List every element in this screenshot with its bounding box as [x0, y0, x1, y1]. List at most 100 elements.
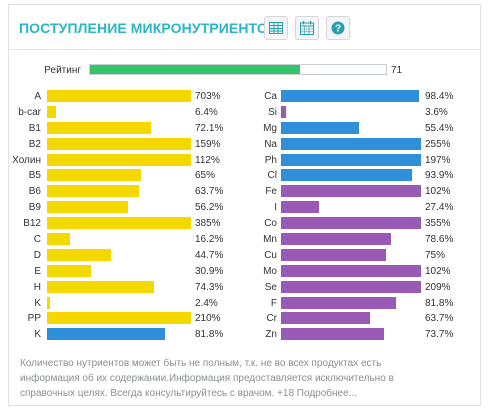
left-bar-track: [47, 328, 191, 341]
left-bar-track: [47, 217, 191, 230]
right-value: 255%: [425, 138, 451, 150]
right-bar-track: [281, 169, 421, 182]
help-button[interactable]: ?: [326, 16, 350, 40]
left-label: E: [34, 265, 41, 277]
right-bar: [281, 185, 421, 198]
right-bar: [281, 280, 421, 293]
rating-bar: [89, 64, 387, 75]
left-value: 65%: [195, 170, 216, 182]
right-bar-track: [281, 328, 421, 341]
calendar-icon: [300, 21, 314, 35]
left-value: 30.9%: [195, 265, 224, 277]
left-value: 6.4%: [195, 106, 218, 118]
left-bar: [47, 185, 139, 198]
rating-label: Рейтинг: [44, 65, 81, 76]
left-value: 44.7%: [195, 249, 224, 261]
left-bar: [47, 201, 128, 214]
micronutrient-panel: ПОСТУПЛЕНИЕ МИКРОНУТРИЕНТОВ: [8, 4, 481, 406]
right-label: I: [274, 202, 277, 214]
right-value: 63.7%: [425, 313, 454, 325]
right-bar: [281, 233, 392, 246]
panel-header: ПОСТУПЛЕНИЕ МИКРОНУТРИЕНТОВ: [9, 5, 480, 50]
left-bar-track: [47, 185, 191, 198]
left-bar-track: [47, 248, 191, 261]
left-bar-track: [47, 121, 191, 134]
left-bar-track: [47, 233, 191, 246]
right-label: Mg: [263, 122, 277, 134]
left-value: 16.2%: [195, 234, 224, 246]
right-value: 102%: [425, 186, 451, 198]
left-label: K: [34, 329, 41, 341]
disclaimer-text: Количество нутриентов может быть не полн…: [20, 358, 394, 399]
right-value: 102%: [425, 265, 451, 277]
left-value: 2.4%: [195, 297, 218, 309]
left-bar: [47, 296, 51, 309]
left-label: D: [33, 249, 41, 261]
right-bar-track: [281, 217, 421, 230]
left-bar: [47, 90, 191, 102]
left-value: 112%: [195, 154, 220, 166]
right-bar: [281, 90, 419, 102]
left-bar: [47, 280, 154, 293]
right-label: Co: [264, 218, 277, 230]
right-bar-track: [281, 90, 421, 102]
right-bar: [281, 217, 421, 230]
table-view-button[interactable]: [264, 16, 288, 40]
calendar-button[interactable]: [295, 16, 319, 40]
left-bar-track: [47, 90, 191, 102]
rating-value: 71: [391, 65, 403, 76]
left-label: A: [34, 91, 41, 102]
right-value: 73.7%: [425, 329, 454, 341]
left-label: C: [33, 234, 41, 246]
left-label: B9: [28, 202, 41, 214]
right-label: Cu: [264, 249, 277, 261]
left-bar: [47, 137, 191, 150]
right-label: Cr: [266, 313, 277, 325]
right-bar-track: [281, 280, 421, 293]
left-bar: [47, 169, 141, 182]
right-value: 3.6%: [425, 106, 448, 118]
right-bar: [281, 248, 386, 261]
left-value: 159%: [195, 138, 221, 150]
right-value: 75%: [425, 249, 446, 261]
right-bar: [281, 153, 421, 166]
left-bar: [47, 264, 92, 277]
right-bar-track: [281, 264, 421, 277]
table-icon: [269, 22, 283, 34]
left-label: K: [34, 297, 41, 309]
right-value: 81.8%: [425, 297, 454, 309]
right-label: Zn: [265, 329, 277, 341]
left-bar-track: [47, 280, 191, 293]
right-value: 209%: [425, 281, 451, 293]
left-label: Холин: [12, 154, 41, 166]
right-label: Mo: [263, 265, 277, 277]
right-label: Cl: [267, 170, 277, 182]
right-value: 27.4%: [425, 202, 454, 214]
right-value: 197%: [425, 154, 451, 166]
right-label: F: [270, 297, 277, 309]
left-bar-track: [47, 312, 191, 325]
right-value: 355%: [425, 218, 451, 230]
left-label: B6: [28, 186, 41, 198]
right-bar-track: [281, 105, 421, 118]
left-bar: [47, 248, 112, 261]
left-bar: [47, 233, 71, 246]
right-bar-track: [281, 185, 421, 198]
left-bar-track: [47, 105, 191, 118]
left-value: 63.7%: [195, 186, 224, 198]
left-value: 385%: [195, 218, 221, 230]
right-value: 55.4%: [425, 122, 454, 134]
left-bar: [47, 328, 165, 341]
left-bar-track: [47, 153, 191, 166]
left-label: B2: [28, 138, 41, 150]
left-bar: [47, 105, 57, 118]
right-bar: [281, 201, 320, 214]
left-bar-track: [47, 169, 191, 182]
svg-text:?: ?: [335, 24, 341, 35]
left-bar-track: [47, 201, 191, 214]
left-bar-track: [47, 296, 191, 309]
left-bar: [47, 217, 191, 230]
left-value: 56.2%: [195, 202, 224, 214]
disclaimer-note: Количество нутриентов может быть не полн…: [20, 356, 440, 401]
left-label: H: [33, 281, 41, 293]
